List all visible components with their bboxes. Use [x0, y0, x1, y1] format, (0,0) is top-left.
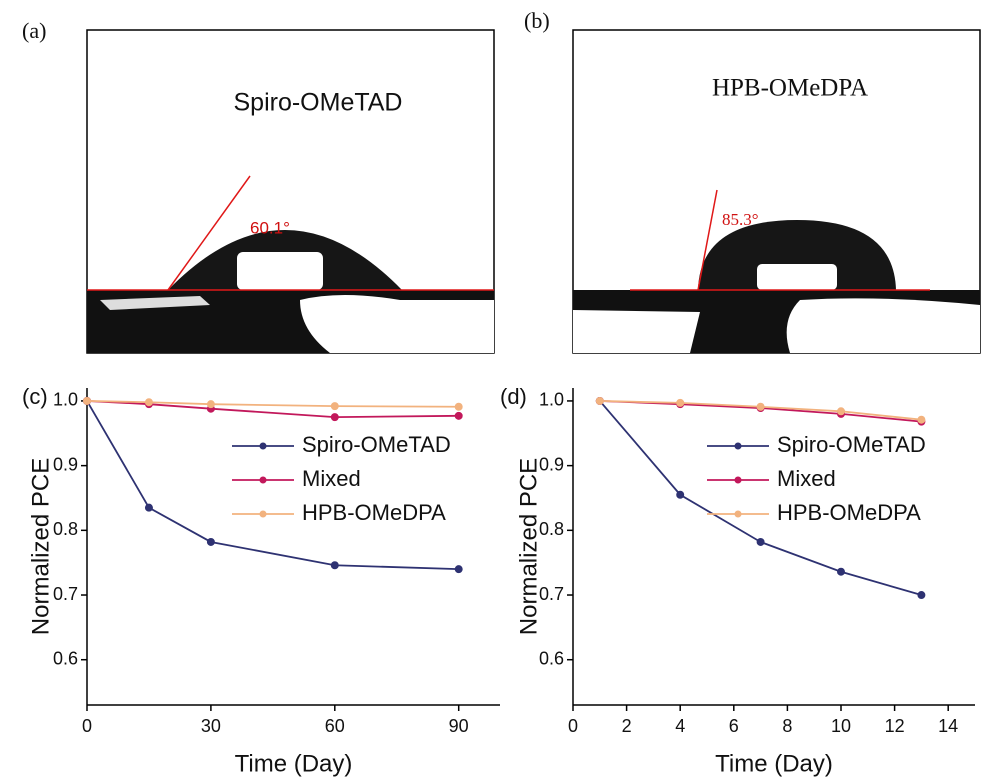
data-point: [144, 398, 153, 407]
data-point: [454, 565, 463, 574]
x-tick-label: 0: [82, 716, 92, 736]
data-point: [206, 537, 215, 546]
x-tick-label: 60: [325, 716, 345, 736]
data-point: [756, 537, 765, 546]
sample-name: HPB-OMeDPA: [712, 75, 868, 102]
legend-label: Mixed: [777, 466, 836, 491]
highlight: [237, 252, 323, 290]
y-tick-label: 0.9: [53, 454, 78, 474]
data-point: [330, 561, 339, 570]
reflection: [300, 295, 494, 353]
series-line: [599, 400, 922, 596]
legend-marker: [734, 510, 742, 518]
y-tick-label: 0.7: [539, 584, 564, 604]
data-point: [330, 402, 339, 411]
data-point: [837, 407, 845, 416]
x-axis-title: Time (Day): [715, 750, 833, 777]
data-point: [756, 402, 765, 411]
y-tick-label: 0.8: [53, 519, 78, 539]
data-point: [454, 411, 463, 420]
panel-label: (b): [524, 8, 550, 33]
tangent: [697, 189, 718, 291]
data-point: [83, 396, 91, 405]
legend-marker: [259, 476, 267, 484]
data-point: [837, 567, 845, 576]
legend-marker: [259, 442, 267, 450]
y-tick-label: 0.9: [539, 454, 564, 474]
series-line: [86, 400, 459, 419]
legend-marker: [734, 476, 742, 484]
highlight: [757, 264, 837, 290]
droplet: [698, 220, 896, 290]
legend-label: HPB-OMeDPA: [302, 500, 446, 525]
x-tick-label: 90: [449, 716, 469, 736]
legend-marker: [734, 442, 742, 450]
x-tick-label: 8: [782, 716, 792, 736]
panel-label: (c): [22, 384, 48, 409]
y-tick-label: 1.0: [53, 390, 78, 410]
legend-marker: [259, 510, 267, 518]
x-tick-label: 0: [568, 716, 578, 736]
y-tick-label: 0.6: [53, 648, 78, 668]
sample-name: Spiro-OMeTAD: [233, 89, 402, 117]
legend-label: Spiro-OMeTAD: [302, 432, 451, 457]
contact-angle: 60.1°: [250, 218, 290, 237]
x-tick-label: 4: [675, 716, 685, 736]
panel-label: (d): [500, 384, 527, 409]
y-tick-label: 0.7: [53, 584, 78, 604]
data-point: [595, 396, 604, 405]
reflection: [100, 296, 210, 310]
x-tick-label: 30: [201, 716, 221, 736]
legend-label: Mixed: [302, 466, 361, 491]
data-point: [917, 591, 926, 600]
x-tick-label: 10: [831, 716, 851, 736]
reflection: [786, 298, 980, 353]
panel-label: (a): [22, 18, 46, 43]
photo-a: (a) Spiro-OMeTAD 60.1°: [22, 18, 495, 354]
legend-label: HPB-OMeDPA: [777, 500, 921, 525]
y-axis-title: Normalized PCE: [27, 458, 54, 635]
x-axis-title: Time (Day): [235, 750, 353, 777]
x-tick-label: 12: [885, 716, 905, 736]
data-point: [330, 413, 339, 422]
data-point: [206, 400, 215, 409]
y-tick-label: 0.6: [539, 648, 564, 668]
data-point: [917, 415, 926, 424]
y-tick-label: 0.8: [539, 519, 564, 539]
contact-angle: 85.3°: [722, 210, 759, 229]
legend-label: Spiro-OMeTAD: [777, 432, 926, 457]
x-tick-label: 2: [622, 716, 632, 736]
data-point: [676, 490, 685, 499]
data-point: [454, 402, 463, 411]
photo-b: (b) HPB-OMeDPA 85.3°: [524, 8, 981, 354]
reflection: [573, 310, 700, 353]
data-point: [144, 503, 153, 512]
tangent: [167, 175, 251, 291]
x-tick-label: 14: [938, 716, 958, 736]
y-tick-label: 1.0: [539, 390, 564, 410]
series-line: [86, 400, 459, 571]
data-point: [676, 398, 685, 407]
y-axis-title: Normalized PCE: [515, 458, 542, 635]
x-tick-label: 6: [729, 716, 739, 736]
